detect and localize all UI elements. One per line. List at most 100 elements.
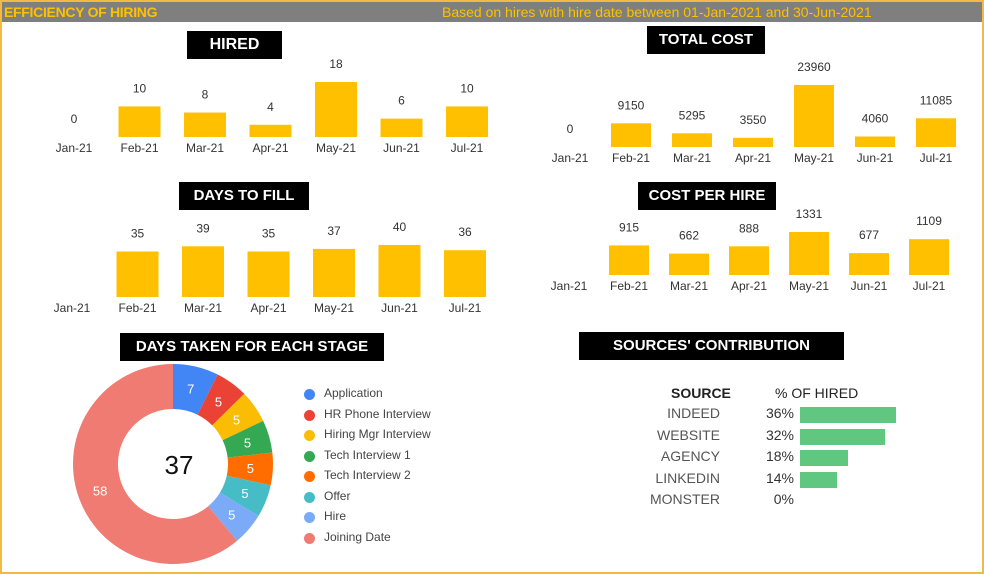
cost-per-hire-chart: Jan-21 Feb-21 915 Mar-21 662 Apr-21 888 May-21 1…	[551, 207, 949, 293]
slice-label: 5	[228, 508, 235, 523]
data-label: 4060	[862, 111, 889, 125]
bar	[855, 136, 895, 147]
category-label: Feb-21	[120, 141, 158, 155]
data-label: 23960	[797, 60, 831, 74]
slice-label: 58	[93, 483, 107, 498]
slice-label: 5	[241, 486, 248, 501]
category-label: May-21	[316, 141, 356, 155]
sources-table: INDEED 36% WEBSITE 32% AGENCY 18% LINKEDIN 14% M…	[602, 405, 942, 515]
legend-label: HR Phone Interview	[324, 406, 431, 421]
data-label: 11085	[920, 93, 953, 107]
data-label: 35	[131, 227, 145, 241]
bar	[313, 248, 355, 297]
category-label: May-21	[794, 151, 834, 165]
source-bar	[800, 407, 896, 423]
donut-slice	[222, 420, 273, 458]
legend-swatch	[304, 471, 315, 482]
pct-column-header: % OF HIRED	[775, 385, 859, 401]
data-label: 662	[679, 229, 699, 243]
source-pct: 0%	[773, 491, 794, 507]
data-label: 915	[619, 220, 639, 234]
category-label: Feb-21	[610, 279, 648, 293]
category-label: Jun-21	[383, 141, 420, 155]
sources-title: SOURCES' CONTRIBUTION	[579, 332, 844, 360]
bar	[444, 250, 486, 297]
category-label: Apr-21	[731, 279, 767, 293]
data-label: 5295	[679, 108, 706, 122]
data-label: 10	[460, 81, 474, 95]
legend-label: Tech Interview 1	[324, 447, 411, 462]
source-bar	[800, 450, 848, 466]
source-pct: 32%	[765, 426, 794, 443]
source-pct: 36%	[765, 405, 794, 421]
category-label: Apr-21	[735, 151, 771, 165]
source-name: INDEED	[667, 405, 720, 421]
bar	[184, 112, 226, 137]
bar	[611, 123, 651, 147]
hired-title: HIRED	[187, 31, 282, 59]
stages-title: DAYS TAKEN FOR EACH STAGE	[120, 333, 384, 361]
bar	[446, 106, 488, 137]
data-label: 8	[202, 88, 209, 102]
slice-label: 5	[244, 436, 251, 451]
source-pct: 14%	[765, 469, 794, 486]
donut-slice	[226, 452, 273, 486]
data-label: 6	[398, 94, 405, 108]
category-label: Jul-21	[913, 279, 946, 293]
category-label: Mar-21	[670, 279, 708, 293]
cost-per-hire-title: COST PER HIRE	[638, 182, 776, 210]
bar	[247, 251, 290, 297]
bar	[849, 253, 889, 275]
data-label: 0	[71, 112, 78, 126]
legend-label: Hiring Mgr Interview	[324, 427, 431, 441]
bar	[669, 253, 709, 275]
category-label: Jun-21	[857, 151, 894, 165]
legend-swatch	[304, 450, 315, 462]
category-label: Jul-21	[920, 151, 953, 165]
category-label: May-21	[314, 301, 354, 315]
legend-label: Joining Date	[324, 529, 391, 544]
legend-swatch	[304, 430, 315, 441]
donut-slice	[208, 492, 259, 541]
bar	[378, 245, 421, 297]
category-label: Jul-21	[451, 141, 484, 155]
bar	[380, 118, 423, 137]
bar	[315, 82, 357, 137]
total-cost-title: TOTAL COST	[647, 26, 765, 54]
category-label: Jan-21	[56, 141, 93, 155]
data-label: 36	[458, 225, 472, 239]
slice-label: 5	[215, 394, 222, 409]
legend-swatch	[304, 512, 315, 523]
category-label: Jan-21	[54, 301, 91, 315]
legend-swatch	[304, 491, 315, 503]
data-label: 40	[393, 220, 407, 234]
legend-label: Hire	[324, 509, 347, 523]
legend-swatch	[304, 532, 315, 544]
category-label: Jul-21	[449, 301, 482, 315]
source-name: AGENCY	[660, 448, 720, 464]
category-label: Apr-21	[250, 301, 286, 315]
bar	[729, 246, 769, 275]
slice-label: 7	[187, 382, 194, 397]
title-bar: EFFICIENCY OF HIRING Based on hires with…	[2, 2, 982, 22]
category-label: Jun-21	[851, 279, 888, 293]
bar	[118, 106, 161, 137]
source-name: LINKEDIN	[655, 469, 720, 486]
days-to-fill-title: DAYS TO FILL	[179, 182, 309, 210]
legend-swatch	[304, 389, 315, 400]
data-label: 888	[739, 221, 759, 235]
legend-label: Offer	[324, 488, 351, 503]
hired-chart: Jan-21 0 Feb-21 10 Mar-21 8 Apr-21 4 May-21 18 Jun…	[56, 57, 488, 155]
source-name: MONSTER	[650, 491, 720, 507]
donut-slice	[173, 364, 218, 415]
total-cost-chart: Jan-21 0 Feb-21 9150 Mar-21 5295 Apr-21 3550 May…	[552, 60, 956, 165]
category-label: Apr-21	[252, 141, 288, 155]
donut-slice	[197, 374, 245, 426]
category-label: Feb-21	[118, 301, 156, 315]
source-name: WEBSITE	[656, 426, 720, 443]
donut-center-label: 37	[165, 450, 194, 480]
legend-label: Tech Interview 2	[324, 468, 411, 482]
bar	[916, 118, 956, 147]
bar	[794, 85, 834, 147]
